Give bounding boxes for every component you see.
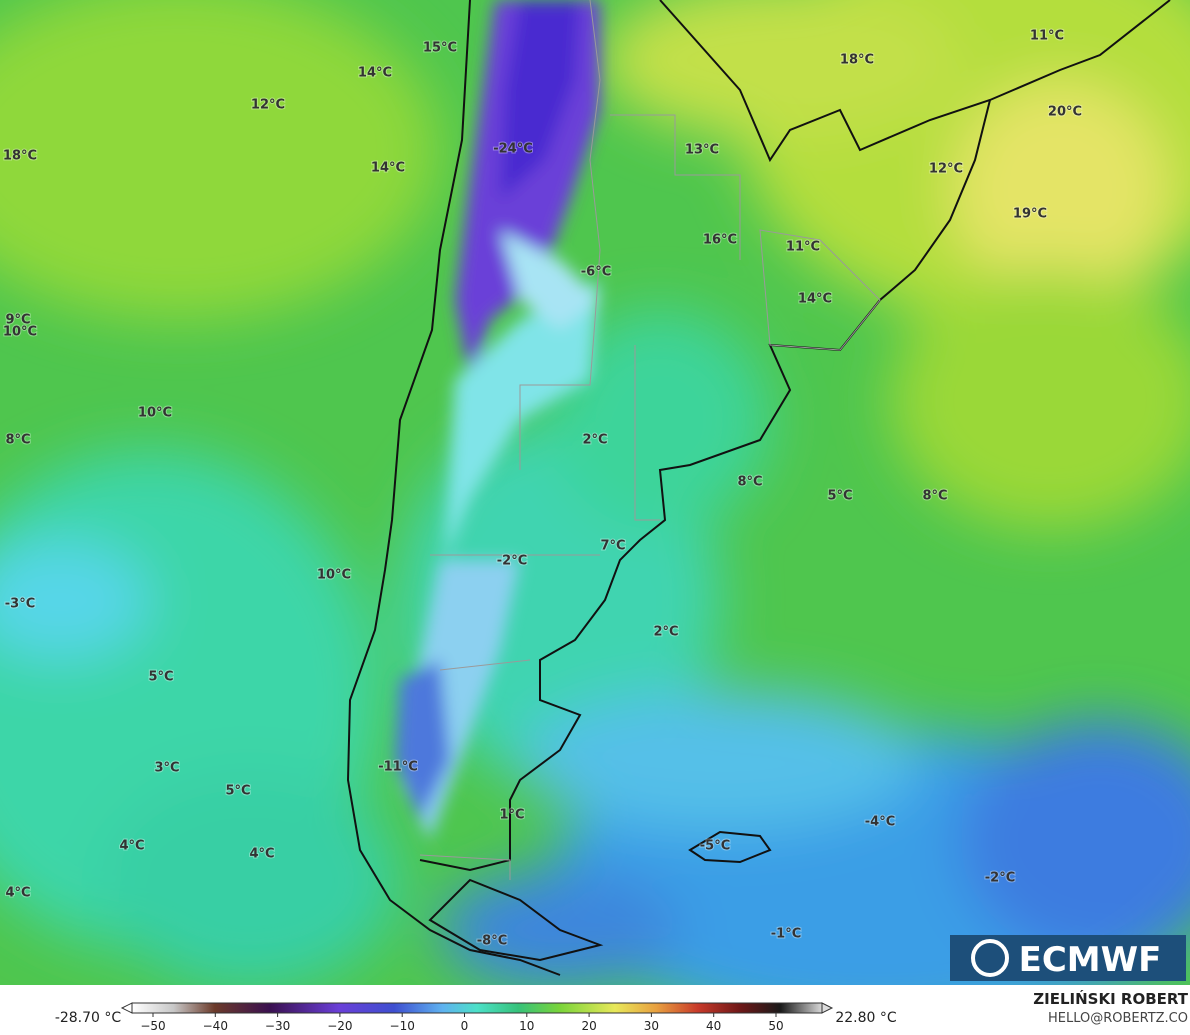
temperature-label: 5°C	[148, 670, 173, 685]
temperature-label: -2°C	[985, 871, 1015, 886]
colorbar-max-arrow	[821, 1002, 834, 1014]
temperature-label: 4°C	[119, 839, 144, 854]
temperature-label: 11°C	[1030, 29, 1064, 44]
borders	[419, 0, 881, 880]
temperature-label: 5°C	[827, 489, 852, 504]
colorbar-max: 22.80 °C	[835, 1010, 897, 1026]
temperature-label: 18°C	[3, 149, 37, 164]
temperature-label: 11°C	[786, 240, 820, 255]
temperature-label: 4°C	[5, 886, 30, 901]
temperature-label: -3°C	[5, 597, 35, 612]
temperature-label: 16°C	[703, 233, 737, 248]
colorbar-bar	[131, 1002, 823, 1014]
temperature-label: -8°C	[477, 934, 507, 949]
temperature-label: 5°C	[225, 784, 250, 799]
temperature-label: 2°C	[582, 433, 607, 448]
temperature-label: 12°C	[929, 162, 963, 177]
temperature-label: 8°C	[922, 489, 947, 504]
temperature-label: -5°C	[700, 839, 730, 854]
temperature-label: 7°C	[600, 539, 625, 554]
temperature-label: 14°C	[798, 292, 832, 307]
temperature-label: 20°C	[1048, 105, 1082, 120]
logo-text: ECMWF	[1019, 940, 1162, 980]
colorbar-tick-label: −50	[140, 1019, 165, 1033]
colorbar-tick-label: 0	[461, 1019, 469, 1033]
temperature-label: -11°C	[378, 760, 418, 775]
temperature-label: 13°C	[685, 143, 719, 158]
temperature-labels: 15°C 14°C 12°C 18°C 14°C -24°C 13°C 18°C 11°C 20°…	[2, 28, 1083, 950]
temperature-label: -1°C	[771, 927, 801, 942]
temperature-label: 3°C	[154, 761, 179, 776]
colorbar-tick-label: 30	[644, 1019, 659, 1033]
colorbar-tick-label: 20	[581, 1019, 596, 1033]
temperature-label: 9°C	[5, 313, 30, 328]
temperature-label: 19°C	[1013, 207, 1047, 222]
colorbar: -28.70 °C 22.80 °C −50 −40 −30 −20 −10 0 10 20 3…	[55, 1002, 897, 1033]
colorbar-tick-label: 50	[768, 1019, 783, 1033]
temperature-label: 14°C	[371, 161, 405, 176]
temperature-label: -24°C	[493, 142, 533, 157]
temperature-label: 2°C	[653, 625, 678, 640]
colorbar-min-arrow	[120, 1002, 133, 1014]
logo-icon	[971, 939, 1009, 977]
credit-author: ZIELIŃSKI ROBERT	[1033, 989, 1188, 1008]
credit-contact: HELLO@ROBERTZ.CO	[1048, 1011, 1188, 1026]
temperature-label: 15°C	[423, 41, 457, 56]
temperature-label: 14°C	[358, 66, 392, 81]
temperature-label: 4°C	[249, 847, 274, 862]
colorbar-tick-label: −40	[203, 1019, 228, 1033]
temperature-label: 10°C	[3, 325, 37, 340]
temperature-label: 8°C	[737, 475, 762, 490]
temperature-label: 10°C	[317, 568, 351, 583]
colorbar-ticks: −50 −40 −30 −20 −10 0 10 20 30 40 50	[140, 1013, 784, 1033]
colorbar-min: -28.70 °C	[55, 1010, 122, 1026]
colorbar-tick-label: 10	[519, 1019, 534, 1033]
temperature-label: 1°C	[499, 808, 524, 823]
temperature-label: 12°C	[251, 98, 285, 113]
temperature-label: 10°C	[138, 406, 172, 421]
temperature-label: -2°C	[497, 554, 527, 569]
colorbar-tick-label: −30	[265, 1019, 290, 1033]
temperature-label: -4°C	[865, 815, 895, 830]
colorbar-tick-label: −10	[390, 1019, 415, 1033]
temperature-label: 18°C	[840, 53, 874, 68]
colorbar-tick-label: 40	[706, 1019, 721, 1033]
temperature-label: -6°C	[581, 265, 611, 280]
colorbar-tick-label: −20	[327, 1019, 352, 1033]
temperature-label: 8°C	[5, 433, 30, 448]
